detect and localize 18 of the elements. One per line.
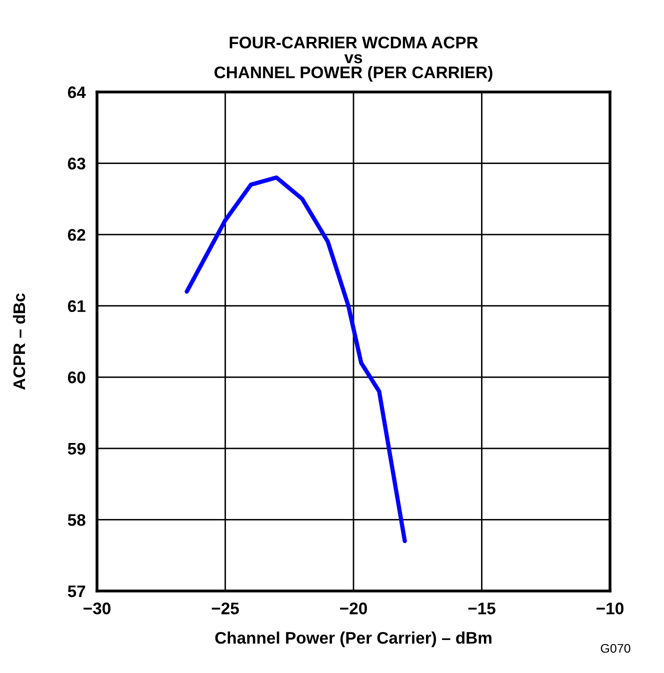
y-tick-label: 62: [68, 228, 86, 241]
y-tick-label: 61: [68, 300, 86, 312]
x-axis-title: Channel Power (Per Carrier) – dBm: [215, 632, 492, 648]
text: G070: [600, 644, 630, 653]
x-tick-label: −10: [596, 602, 624, 614]
x-tick-label: −20: [340, 602, 367, 614]
y-tick-label: 57: [68, 586, 86, 598]
y-tick-label: 63: [68, 158, 86, 170]
chart-title: FOUR-CARRIER WCDMA ACPR vs CHANNEL POWER (PER CARRIER): [214, 36, 492, 82]
y-tick-label: 60: [68, 372, 86, 384]
y-tick-label: 58: [68, 514, 86, 526]
x-tick-label: −15: [468, 602, 496, 614]
x-tick-label: −30: [84, 602, 110, 614]
y-axis-title: ACPR – dBc: [12, 293, 26, 390]
line-series: [184, 175, 407, 544]
x-tick-label: −25: [212, 602, 239, 614]
y-tick-label: 64: [68, 86, 86, 98]
y-tick-label: 59: [68, 442, 86, 455]
